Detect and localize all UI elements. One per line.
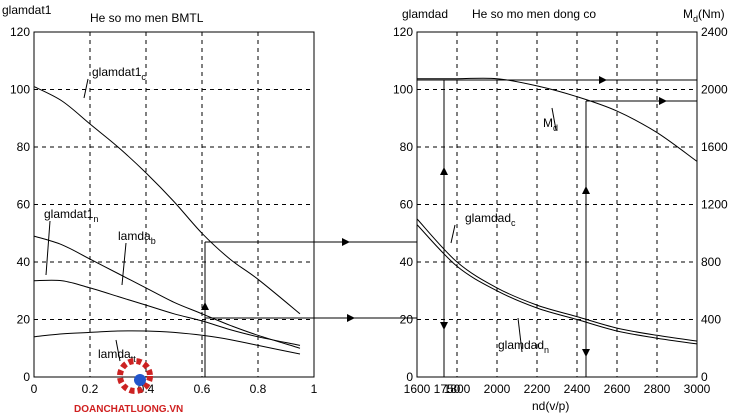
x-tick-label: 2800 bbox=[644, 382, 671, 396]
series-leader-Md bbox=[551, 107, 557, 131]
series-leader-glamdadn bbox=[517, 317, 523, 353]
arrow-head bbox=[440, 322, 448, 330]
x-tick-label: 3000 bbox=[684, 382, 711, 396]
arrow-head bbox=[659, 97, 667, 105]
series-line-glamdadc bbox=[416, 218, 698, 342]
series-label-lamdab: lamdab bbox=[118, 229, 156, 246]
x-tick-label: 2600 bbox=[604, 382, 631, 396]
arrow-head bbox=[440, 167, 448, 175]
y2-tick-label: 2000 bbox=[701, 83, 728, 97]
y2-tick-label: 1600 bbox=[701, 140, 728, 154]
y-tick-label: 0 bbox=[23, 370, 30, 384]
curve-layer bbox=[33, 77, 698, 355]
series-label-glamdat1c: glamdat1c bbox=[92, 65, 146, 82]
grid-layer bbox=[34, 32, 697, 377]
y-tick-label: 120 bbox=[393, 25, 413, 39]
y-tick-label: 20 bbox=[400, 313, 414, 327]
x-tick-label: 1800 bbox=[444, 382, 471, 396]
x-tick-label: 2400 bbox=[564, 382, 591, 396]
y2-tick-label: 400 bbox=[701, 313, 721, 327]
x-tick-label: 2000 bbox=[484, 382, 511, 396]
y-tick-label: 100 bbox=[10, 83, 30, 97]
arrow-head bbox=[201, 302, 209, 310]
y2-tick-label: 0 bbox=[701, 370, 708, 384]
watermark-logo: DOANCHATLUONG.VN bbox=[74, 358, 183, 415]
y-tick-label: 80 bbox=[17, 140, 31, 154]
right-x-axis-label: nd(v/p) bbox=[532, 399, 569, 413]
y-tick-label: 40 bbox=[400, 255, 414, 269]
watermark-gear-icon bbox=[117, 358, 153, 394]
arrow-head bbox=[342, 238, 350, 246]
series-label-glamdat1n: glamdat1n bbox=[44, 207, 98, 224]
y2-tick-label: 1200 bbox=[701, 198, 728, 212]
x-tick-label-extra: 1750 bbox=[434, 382, 461, 396]
y2-tick-label: 800 bbox=[701, 255, 721, 269]
series-line-glamdat1c bbox=[33, 86, 301, 315]
y-tick-label: 80 bbox=[400, 140, 414, 154]
arrow-head bbox=[582, 186, 590, 194]
series-leader-glamdat1n bbox=[45, 220, 51, 276]
x-tick-label: 0.8 bbox=[250, 382, 267, 396]
series-label-glamdadc: glamdadc bbox=[465, 211, 516, 228]
series-line-Md bbox=[417, 77, 698, 162]
arrow-layer bbox=[201, 76, 697, 377]
x-tick-label: 0 bbox=[31, 382, 38, 396]
right-y2-axis-label: Md(Nm) bbox=[683, 7, 725, 24]
right-chart-title: He so mo men dong co bbox=[472, 7, 596, 21]
series-leader-lamdab bbox=[121, 242, 127, 286]
left-y-axis-label: glamdat1 bbox=[2, 3, 52, 17]
right-y-axis-label: glamdad bbox=[402, 7, 448, 21]
arrow-head bbox=[599, 76, 607, 84]
y-tick-label: 40 bbox=[17, 255, 31, 269]
series-leader-lamdatt bbox=[115, 339, 121, 362]
x-tick-label: 1 bbox=[311, 382, 318, 396]
y2-label-sub: d bbox=[693, 14, 698, 24]
series-line-glamdadn bbox=[416, 224, 698, 345]
series-leader-glamdat1c bbox=[83, 78, 89, 99]
series-line-lamdatt bbox=[33, 330, 301, 355]
series-line-lamdab bbox=[33, 279, 301, 346]
x-tick-label: 0.2 bbox=[82, 382, 99, 396]
y-tick-label: 20 bbox=[17, 313, 31, 327]
series-line-glamdat1n bbox=[33, 235, 301, 349]
y-tick-label: 120 bbox=[10, 25, 30, 39]
series-label-Md: Md bbox=[543, 116, 558, 133]
x-tick-label: 1600 bbox=[404, 382, 431, 396]
y2-label-main: M bbox=[683, 7, 693, 21]
y-tick-label: 0 bbox=[406, 370, 413, 384]
watermark-core-icon bbox=[134, 374, 146, 386]
y-tick-label: 100 bbox=[393, 83, 413, 97]
arrow-head bbox=[347, 314, 355, 322]
y-tick-label: 60 bbox=[400, 198, 414, 212]
y2-tick-label: 2400 bbox=[701, 25, 728, 39]
series-label-glamdadn: glamdadn bbox=[498, 338, 549, 355]
left-chart-title: He so mo men BMTL bbox=[90, 11, 204, 25]
x-tick-label: 0.6 bbox=[194, 382, 211, 396]
series-leader-glamdadc bbox=[450, 224, 456, 244]
x-tick-label: 2200 bbox=[524, 382, 551, 396]
y-tick-label: 60 bbox=[17, 198, 31, 212]
arrow-head bbox=[582, 349, 590, 357]
watermark-text: DOANCHATLUONG.VN bbox=[74, 404, 183, 415]
y2-label-tail: (Nm) bbox=[698, 7, 725, 21]
